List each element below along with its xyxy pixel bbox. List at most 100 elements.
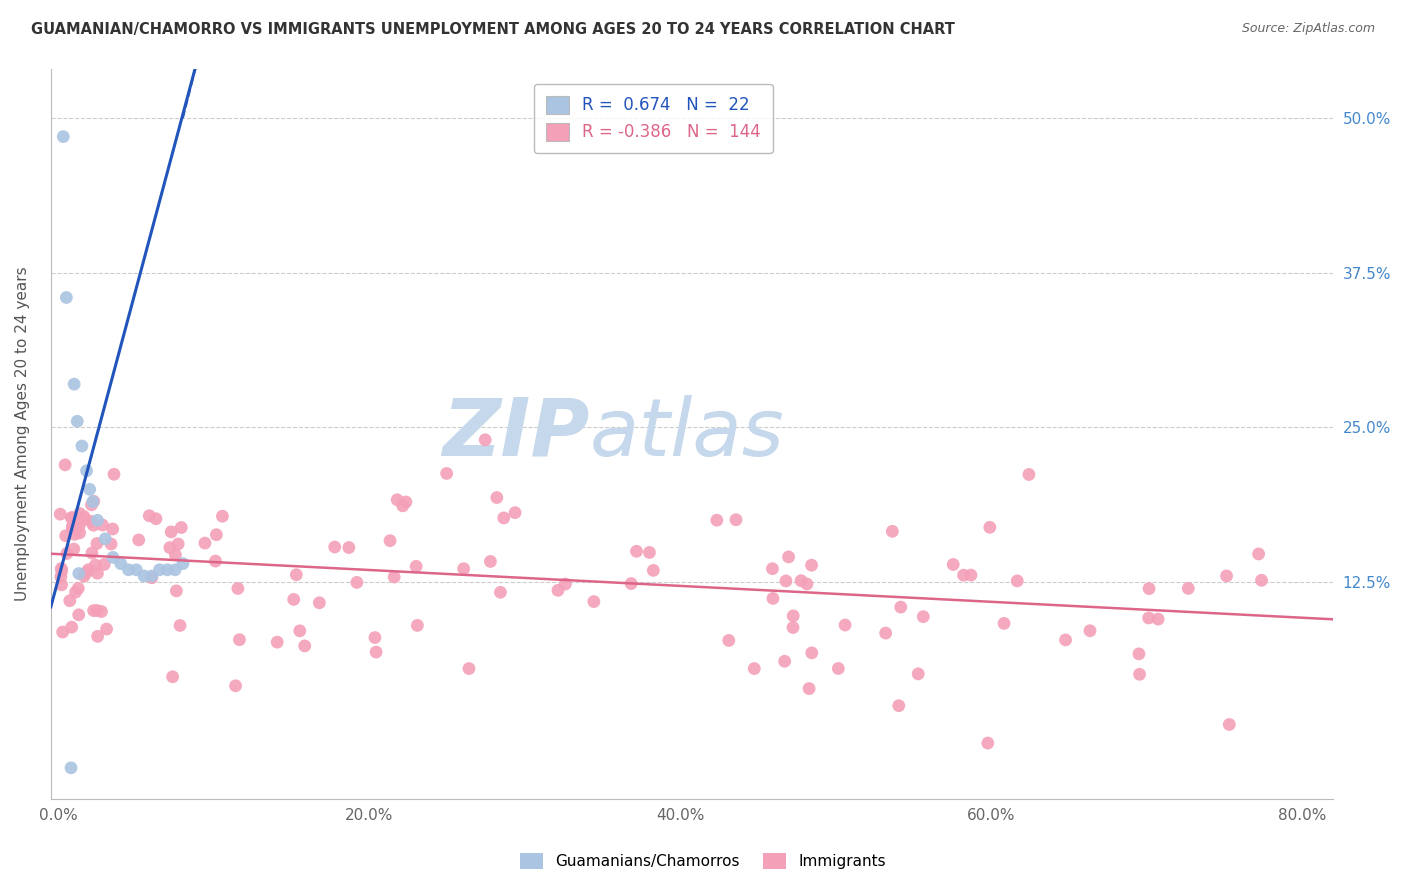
Point: [94, 532, 117, 546]
Text: GUAMANIAN/CHAMORRO VS IMMIGRANTS UNEMPLOYMENT AMONG AGES 20 TO 24 YEARS CORRELAT: GUAMANIAN/CHAMORRO VS IMMIGRANTS UNEMPLO…: [31, 22, 955, 37]
Point: [485, 491, 508, 505]
Point: [890, 600, 912, 615]
Point: [167, 537, 190, 551]
Point: [60, 620, 83, 634]
Point: [63, 527, 86, 541]
Point: [1128, 667, 1150, 681]
Point: [308, 596, 330, 610]
Point: [149, 563, 172, 577]
Point: [479, 554, 502, 568]
Point: [53, 458, 76, 472]
Text: ZIP: ZIP: [441, 394, 589, 473]
Point: [1018, 467, 1040, 482]
Point: [49, 507, 72, 521]
Point: [882, 524, 904, 539]
Point: [86, 536, 108, 550]
Point: [1005, 574, 1028, 588]
Point: [67, 518, 90, 533]
Point: [80, 498, 103, 512]
Point: [51, 564, 73, 578]
Point: [875, 626, 897, 640]
Point: [80, 515, 103, 529]
Point: [993, 616, 1015, 631]
Point: [162, 670, 184, 684]
Point: [474, 433, 496, 447]
Point: [346, 575, 368, 590]
Point: [887, 698, 910, 713]
Point: [1128, 647, 1150, 661]
Point: [778, 549, 800, 564]
Point: [60, 761, 83, 775]
Point: [706, 513, 728, 527]
Point: [125, 563, 148, 577]
Text: atlas: atlas: [589, 394, 785, 473]
Point: [66, 414, 89, 428]
Legend: Guamanians/Chamorros, Immigrants: Guamanians/Chamorros, Immigrants: [515, 847, 891, 875]
Point: [66, 514, 89, 528]
Point: [775, 574, 797, 588]
Text: Source: ZipAtlas.com: Source: ZipAtlas.com: [1241, 22, 1375, 36]
Point: [294, 639, 316, 653]
Point: [60, 521, 83, 535]
Point: [382, 570, 405, 584]
Point: [205, 527, 228, 541]
Point: [79, 483, 101, 497]
Point: [1137, 582, 1160, 596]
Point: [489, 585, 512, 599]
Point: [84, 558, 107, 573]
Point: [582, 594, 605, 608]
Point: [80, 546, 103, 560]
Point: [60, 510, 83, 524]
Point: [141, 571, 163, 585]
Point: [138, 508, 160, 523]
Point: [942, 558, 965, 572]
Point: [773, 654, 796, 668]
Point: [59, 593, 82, 607]
Point: [65, 585, 87, 599]
Point: [797, 681, 820, 696]
Point: [626, 544, 648, 558]
Point: [170, 520, 193, 534]
Point: [90, 605, 112, 619]
Point: [960, 568, 983, 582]
Point: [790, 574, 813, 588]
Point: [323, 540, 346, 554]
Point: [132, 569, 155, 583]
Point: [52, 625, 75, 640]
Point: [366, 645, 388, 659]
Point: [827, 661, 849, 675]
Point: [225, 679, 247, 693]
Point: [226, 582, 249, 596]
Point: [165, 563, 187, 577]
Point: [1177, 582, 1199, 596]
Point: [91, 518, 114, 533]
Point: [387, 492, 409, 507]
Point: [724, 513, 747, 527]
Point: [156, 563, 179, 577]
Point: [101, 522, 124, 536]
Point: [86, 603, 108, 617]
Point: [86, 566, 108, 581]
Point: [492, 511, 515, 525]
Point: [503, 506, 526, 520]
Point: [643, 563, 665, 577]
Point: [145, 512, 167, 526]
Point: [228, 632, 250, 647]
Point: [159, 541, 181, 555]
Point: [67, 582, 90, 596]
Point: [834, 618, 856, 632]
Point: [1250, 574, 1272, 588]
Point: [55, 529, 77, 543]
Point: [761, 562, 783, 576]
Point: [63, 377, 86, 392]
Point: [83, 494, 105, 508]
Point: [638, 545, 661, 559]
Point: [51, 561, 73, 575]
Point: [1218, 717, 1240, 731]
Point: [782, 608, 804, 623]
Point: [110, 557, 132, 571]
Point: [52, 129, 75, 144]
Point: [83, 603, 105, 617]
Point: [762, 591, 785, 606]
Point: [69, 507, 91, 521]
